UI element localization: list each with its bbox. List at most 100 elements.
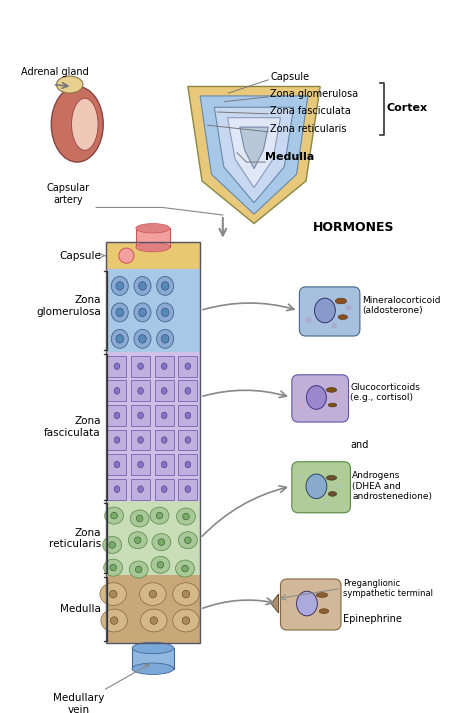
Text: Cortex: Cortex	[386, 103, 428, 113]
Circle shape	[322, 501, 328, 506]
Ellipse shape	[103, 536, 122, 553]
Circle shape	[306, 317, 312, 323]
Circle shape	[346, 305, 351, 310]
Bar	[108, 430, 127, 451]
Bar	[155, 430, 173, 451]
Text: Medulla: Medulla	[60, 604, 101, 614]
Ellipse shape	[328, 491, 337, 496]
Bar	[106, 242, 200, 643]
Ellipse shape	[134, 303, 151, 322]
Text: Medullary
vein: Medullary vein	[54, 664, 149, 713]
Ellipse shape	[138, 363, 144, 369]
Ellipse shape	[158, 539, 164, 545]
Polygon shape	[200, 96, 308, 214]
Text: Zona fasciculata: Zona fasciculata	[270, 106, 351, 116]
Ellipse shape	[182, 565, 188, 572]
Ellipse shape	[111, 513, 118, 519]
Ellipse shape	[139, 282, 146, 290]
Text: Adrenal gland: Adrenal gland	[20, 67, 88, 77]
Bar	[178, 356, 197, 376]
Bar	[155, 356, 173, 376]
Bar	[155, 405, 173, 426]
Ellipse shape	[161, 436, 167, 443]
Bar	[178, 454, 197, 475]
Ellipse shape	[176, 508, 195, 525]
Ellipse shape	[138, 436, 144, 443]
Bar	[106, 269, 200, 352]
Circle shape	[287, 612, 293, 617]
Ellipse shape	[72, 98, 98, 150]
Ellipse shape	[116, 334, 124, 343]
Bar	[108, 381, 127, 401]
Text: Medulla: Medulla	[265, 152, 315, 162]
Text: Zona
glomerulosa: Zona glomerulosa	[36, 295, 101, 317]
Bar	[131, 405, 150, 426]
Ellipse shape	[307, 386, 326, 409]
Bar	[131, 478, 150, 500]
Ellipse shape	[335, 298, 346, 304]
Text: Zona reticularis: Zona reticularis	[270, 124, 346, 134]
Ellipse shape	[175, 560, 194, 577]
Ellipse shape	[114, 412, 120, 419]
Ellipse shape	[185, 486, 191, 493]
Ellipse shape	[185, 412, 191, 419]
Ellipse shape	[136, 566, 142, 573]
Ellipse shape	[104, 559, 123, 576]
Bar	[106, 352, 200, 501]
Text: and: and	[350, 440, 369, 450]
Ellipse shape	[184, 537, 191, 543]
Ellipse shape	[101, 609, 128, 632]
Ellipse shape	[185, 436, 191, 443]
Circle shape	[334, 393, 340, 399]
Ellipse shape	[137, 515, 143, 522]
Text: Capsule: Capsule	[59, 251, 101, 261]
Bar	[106, 242, 200, 643]
Bar	[131, 356, 150, 376]
Ellipse shape	[109, 590, 117, 598]
Bar	[106, 242, 200, 269]
Ellipse shape	[134, 329, 151, 349]
Bar	[155, 478, 173, 500]
Ellipse shape	[111, 303, 128, 322]
Ellipse shape	[130, 510, 149, 527]
Ellipse shape	[156, 303, 173, 322]
Ellipse shape	[105, 507, 124, 524]
Ellipse shape	[114, 388, 120, 394]
Ellipse shape	[161, 412, 167, 419]
Text: Zona glomerulosa: Zona glomerulosa	[270, 89, 358, 99]
Ellipse shape	[110, 564, 117, 571]
Bar	[108, 356, 127, 376]
Ellipse shape	[185, 461, 191, 468]
Ellipse shape	[161, 486, 167, 493]
Bar	[132, 648, 173, 669]
Circle shape	[328, 601, 333, 606]
Ellipse shape	[140, 583, 166, 605]
Circle shape	[336, 483, 342, 489]
Ellipse shape	[136, 242, 170, 252]
Text: Zona
fasciculata: Zona fasciculata	[44, 416, 101, 438]
Ellipse shape	[150, 617, 157, 625]
Polygon shape	[214, 107, 294, 202]
Ellipse shape	[161, 461, 167, 468]
Ellipse shape	[151, 556, 170, 573]
Ellipse shape	[150, 507, 169, 524]
Bar	[178, 478, 197, 500]
Ellipse shape	[56, 76, 83, 93]
Bar	[106, 575, 200, 643]
Text: Preganglionic
sympathetic terminal: Preganglionic sympathetic terminal	[343, 579, 433, 598]
Ellipse shape	[315, 298, 335, 323]
Ellipse shape	[110, 617, 118, 625]
Ellipse shape	[182, 617, 190, 625]
Circle shape	[119, 248, 134, 263]
Polygon shape	[271, 594, 279, 613]
Ellipse shape	[138, 486, 144, 493]
Ellipse shape	[139, 334, 146, 343]
Text: Glucocorticoids
(e.g., cortisol): Glucocorticoids (e.g., cortisol)	[350, 383, 420, 402]
Text: Capsule: Capsule	[270, 72, 309, 82]
Ellipse shape	[116, 308, 124, 317]
Ellipse shape	[185, 388, 191, 394]
FancyBboxPatch shape	[300, 287, 360, 336]
Ellipse shape	[135, 537, 141, 543]
Ellipse shape	[173, 609, 199, 632]
Polygon shape	[228, 118, 281, 188]
